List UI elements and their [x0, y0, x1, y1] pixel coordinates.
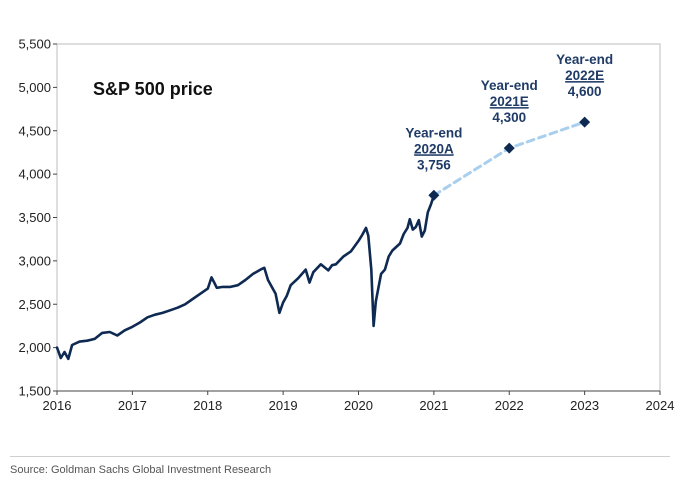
annotation-label: 3,756 — [417, 157, 451, 172]
annotation-label: 2022E — [565, 68, 604, 83]
annotation-label: Year-end — [405, 125, 462, 140]
target-marker — [579, 116, 591, 128]
annotation-label: Year-end — [481, 78, 538, 93]
x-tick-label: 2023 — [570, 398, 599, 413]
x-tick-label: 2024 — [646, 398, 675, 413]
x-tick-label: 2018 — [193, 398, 222, 413]
series-layer — [55, 120, 587, 361]
y-tick-label: 3,500 — [18, 210, 51, 225]
x-tick-label: 2021 — [419, 398, 448, 413]
y-tick-label: 1,500 — [18, 384, 51, 399]
annotation-layer: Year-end2020A3,756Year-end2021E4,300Year… — [405, 52, 613, 201]
x-tick-label: 2017 — [118, 398, 147, 413]
chart-title: S&P 500 price — [93, 79, 213, 99]
y-tick-label: 3,000 — [18, 253, 51, 268]
annotation-label: 2020A — [414, 141, 454, 156]
annotation-label: 2021E — [490, 94, 529, 109]
x-tick-label: 2020 — [344, 398, 373, 413]
x-tick-label: 2016 — [43, 398, 72, 413]
y-tick-label: 5,000 — [18, 80, 51, 95]
sp500-chart: 1,500 2,000 2,500 3,000 3,500 4,000 4,500 5,000… — [18, 37, 675, 414]
source-note: Source: Goldman Sachs Global Investment … — [10, 464, 272, 476]
y-tick-label: 4,000 — [18, 167, 51, 182]
x-axis-ticks: 2016 2017 2018 2019 2020 2021 2022 2023 2024 — [43, 391, 675, 413]
y-tick-label: 2,500 — [18, 297, 51, 312]
y-tick-label: 5,500 — [18, 37, 51, 52]
x-tick-label: 2022 — [495, 398, 524, 413]
annotation-label: Year-end — [556, 52, 613, 67]
y-tick-label: 4,500 — [18, 123, 51, 138]
footer-divider — [10, 456, 670, 457]
annotation-label: 4,300 — [492, 110, 526, 125]
target-marker — [503, 142, 515, 154]
target-marker — [428, 189, 440, 201]
y-tick-label: 2,000 — [18, 340, 51, 355]
y-axis-ticks: 1,500 2,000 2,500 3,000 3,500 4,000 4,500 5,000… — [18, 37, 57, 399]
annotation-label: 4,600 — [568, 84, 602, 99]
price-line — [55, 194, 436, 361]
x-tick-label: 2019 — [269, 398, 298, 413]
